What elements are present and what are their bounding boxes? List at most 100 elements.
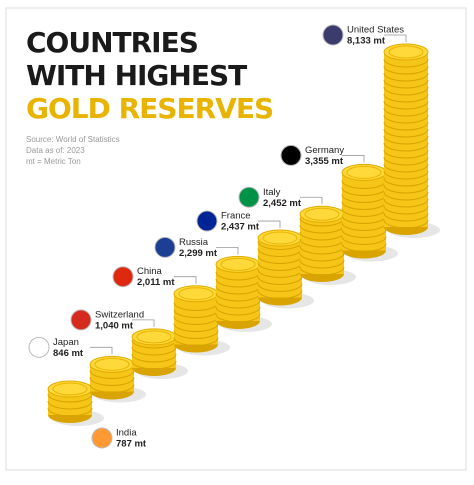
coin-edge: [257, 276, 303, 285]
coin-stack: [299, 205, 345, 282]
coin-body: [216, 264, 260, 321]
coin-edge: [383, 79, 429, 89]
coin-top-inner: [136, 330, 172, 344]
coin-edge: [173, 323, 219, 332]
country-label: Switzerland: [95, 309, 144, 320]
coin-edge: [383, 177, 429, 187]
title-line: WITH HIGHEST: [26, 59, 247, 92]
value-label: 2,452 mt: [263, 198, 302, 209]
coin-edge: [383, 107, 429, 117]
coin-edge: [215, 306, 261, 316]
coin-stack: [47, 380, 93, 423]
coin-edge: [89, 377, 135, 386]
coin-edge: [383, 121, 429, 131]
coin-stack: [131, 328, 177, 376]
coin-edge: [383, 156, 429, 166]
value-label: 2,299 mt: [179, 248, 218, 259]
value-label: 8,133 mt: [347, 36, 386, 47]
value-label: 3,355 mt: [305, 156, 344, 167]
coin-edge: [215, 313, 261, 323]
country-label: Russia: [179, 237, 209, 248]
coin-stack: [173, 285, 219, 353]
note: Data as of: 2023: [26, 146, 85, 155]
leader-line: [132, 319, 155, 327]
coin-edge: [383, 149, 429, 159]
coin-edge: [383, 212, 429, 222]
coin-edge: [383, 58, 429, 68]
country-label: China: [137, 266, 163, 277]
coin-top-inner: [178, 287, 214, 301]
value-label: 2,011 mt: [137, 277, 175, 288]
coin-top-inner: [220, 257, 256, 271]
value-label: 2,437 mt: [221, 222, 260, 233]
value-label: 1,040 mt: [95, 320, 134, 331]
country-label: Japan: [53, 337, 79, 348]
flag: [196, 210, 218, 232]
coin-edge: [131, 346, 177, 356]
coin-edge: [383, 184, 429, 194]
coin-edge: [173, 330, 219, 339]
coin-edge: [131, 353, 177, 363]
coin-edge: [383, 65, 429, 75]
coin-edge: [215, 299, 261, 309]
flag: [280, 144, 302, 166]
leader-line: [258, 220, 281, 229]
coin-edge: [383, 72, 429, 82]
coin-edge: [383, 128, 429, 138]
coin-edge: [131, 360, 177, 370]
coin-top-inner: [304, 207, 340, 221]
value-label: 787 mt: [116, 439, 147, 450]
flag: [154, 236, 176, 258]
coin-edge: [383, 191, 429, 201]
title-line: COUNTRIES: [26, 26, 198, 59]
coin-edge: [383, 142, 429, 152]
coin-edge: [383, 93, 429, 103]
coin-edge: [383, 86, 429, 96]
coin-body: [342, 172, 386, 251]
coin-edge: [383, 163, 429, 173]
leader-line: [342, 155, 365, 163]
flag: [238, 186, 260, 208]
coin-top-inner: [388, 45, 424, 59]
coin-edge: [299, 259, 345, 269]
coin-edge: [383, 198, 429, 208]
coin-top-inner: [94, 357, 130, 371]
country-label: France: [221, 211, 251, 222]
coin-edge: [383, 219, 429, 229]
coin-edge: [341, 243, 387, 252]
coin-top-inner: [52, 382, 88, 396]
coin-top-inner: [262, 231, 298, 245]
coin-edge: [383, 170, 429, 180]
coin-stack: [341, 163, 387, 259]
coin-top-inner: [346, 165, 382, 179]
flag: [28, 336, 50, 358]
coin-edge: [383, 100, 429, 110]
note: Source: World of Statistics: [26, 135, 120, 144]
country-label: United States: [347, 25, 404, 36]
value-label: 846 mt: [53, 348, 84, 359]
leader-line: [90, 346, 113, 355]
flag: [91, 427, 113, 449]
coin-edge: [47, 393, 93, 403]
coin-edge: [47, 407, 93, 417]
country-label: Germany: [305, 145, 344, 156]
leader-line: [216, 246, 239, 255]
coin-edge: [257, 290, 303, 299]
flag: [322, 24, 344, 46]
country-label: Italy: [263, 187, 281, 198]
coin-edge: [173, 337, 219, 346]
coin-stack: [215, 255, 261, 329]
title-line: GOLD RESERVES: [26, 92, 273, 125]
flag: [70, 309, 92, 331]
leader-line: [174, 276, 197, 284]
country-label: India: [116, 428, 137, 439]
coin-stack: [383, 43, 429, 235]
coin-top: [383, 43, 429, 61]
coin-edge: [47, 400, 93, 410]
coin-edge: [383, 205, 429, 215]
coin-edge: [89, 370, 135, 379]
leader-line: [300, 196, 323, 205]
coin-edge: [257, 283, 303, 292]
coin-edge: [383, 135, 429, 145]
